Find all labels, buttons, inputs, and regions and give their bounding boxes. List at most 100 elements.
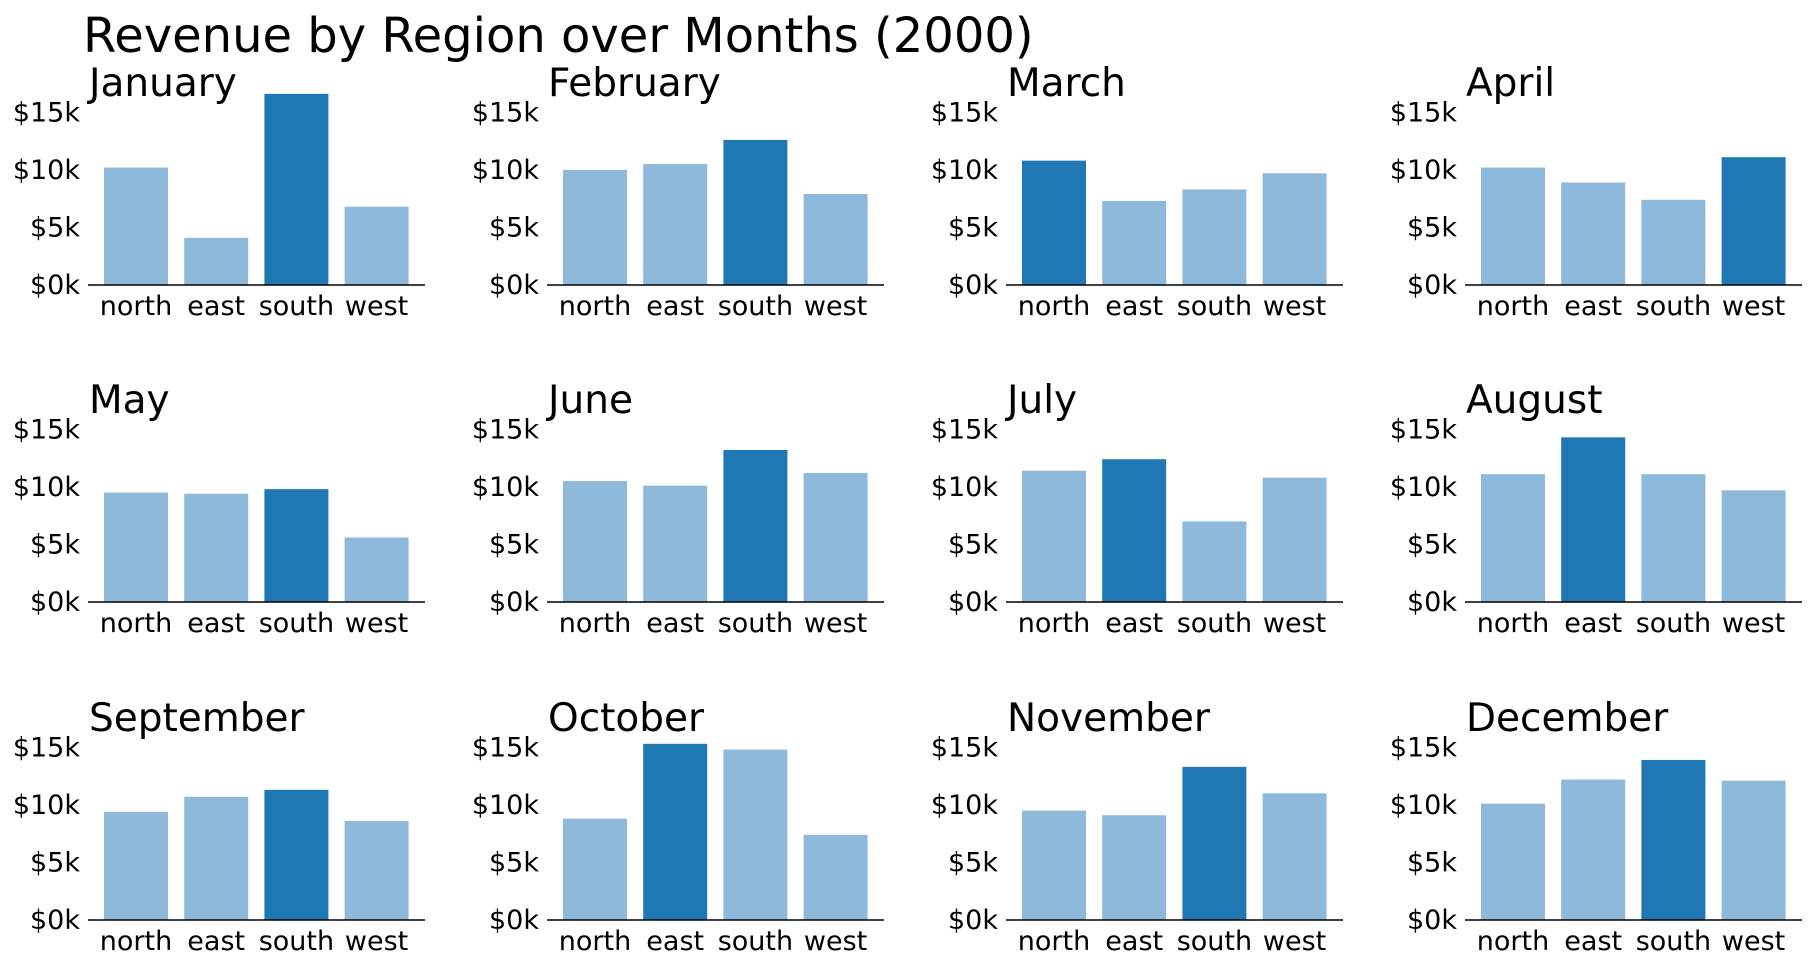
x-tick-label: south xyxy=(1636,291,1711,322)
bar-south xyxy=(264,93,329,286)
x-tick-label: west xyxy=(1263,291,1326,322)
y-tick-label: $5k xyxy=(30,529,80,560)
bar-north xyxy=(104,492,168,602)
panel-title: March xyxy=(1007,61,1126,106)
x-tick-label: north xyxy=(559,291,631,322)
y-tick-label: $0k xyxy=(948,905,998,936)
x-tick-label: north xyxy=(100,926,172,957)
y-tick-label: $10k xyxy=(472,155,540,186)
panel-august: August $0k $5k $10k $15k north east south west xyxy=(1390,378,1802,639)
bar-south xyxy=(1182,521,1247,602)
panel-january: January $0k $5k $10k $15k north east south west xyxy=(13,61,425,322)
bar-west xyxy=(344,206,409,285)
bar-west xyxy=(803,473,868,602)
y-tick-label: $0k xyxy=(948,270,998,301)
y-tick-label: $10k xyxy=(13,790,81,821)
x-tick-label: south xyxy=(259,608,334,639)
x-tick-label: north xyxy=(559,608,631,639)
bar-south xyxy=(264,489,329,602)
bar-west xyxy=(1721,157,1786,285)
x-tick-label: south xyxy=(1177,291,1252,322)
y-tick-label: $5k xyxy=(30,847,80,878)
bar-north xyxy=(563,169,627,285)
y-tick-label: $0k xyxy=(489,270,539,301)
x-tick-label: west xyxy=(345,291,408,322)
panel-title: January xyxy=(86,61,237,106)
bar-east xyxy=(184,796,249,920)
panel-may: May $0k $5k $10k $15k north east south west xyxy=(13,378,425,639)
y-tick-label: $15k xyxy=(1390,97,1458,128)
y-tick-label: $15k xyxy=(931,732,999,763)
y-tick-label: $5k xyxy=(489,847,539,878)
y-tick-label: $15k xyxy=(13,97,81,128)
bar-north xyxy=(1481,474,1545,602)
y-tick-label: $5k xyxy=(1407,847,1457,878)
x-tick-label: east xyxy=(187,291,245,322)
panel-october: October $0k $5k $10k $15k north east south west xyxy=(472,696,884,957)
bar-south xyxy=(1182,766,1247,920)
x-tick-label: south xyxy=(1636,608,1711,639)
y-tick-label: $10k xyxy=(931,790,999,821)
panel-title: December xyxy=(1466,696,1669,741)
x-tick-label: north xyxy=(100,608,172,639)
y-tick-label: $0k xyxy=(30,587,80,618)
y-tick-label: $5k xyxy=(948,529,998,560)
x-tick-label: west xyxy=(1722,608,1785,639)
y-tick-label: $15k xyxy=(931,414,999,445)
panel-title: September xyxy=(89,696,306,741)
x-tick-label: west xyxy=(1263,926,1326,957)
y-tick-label: $15k xyxy=(1390,414,1458,445)
x-tick-label: west xyxy=(804,291,867,322)
x-tick-label: south xyxy=(718,291,793,322)
bar-north xyxy=(1481,167,1545,285)
bar-east xyxy=(1561,779,1626,920)
panel-september: September $0k $5k $10k $15k north east south wes… xyxy=(13,696,425,957)
bar-north xyxy=(1022,160,1086,285)
bar-east xyxy=(643,743,708,920)
bar-east xyxy=(1102,815,1167,920)
x-tick-label: west xyxy=(1263,608,1326,639)
y-tick-label: $15k xyxy=(931,97,999,128)
panel-june: June $0k $5k $10k $15k north east south west xyxy=(472,378,884,639)
bar-south xyxy=(1641,474,1706,602)
y-tick-label: $5k xyxy=(1407,212,1457,243)
x-tick-label: north xyxy=(1018,608,1090,639)
y-tick-label: $15k xyxy=(1390,732,1458,763)
x-tick-label: east xyxy=(646,291,704,322)
x-tick-label: south xyxy=(1636,926,1711,957)
bar-west xyxy=(1262,173,1327,285)
panel-title: June xyxy=(545,378,633,423)
x-tick-label: north xyxy=(559,926,631,957)
x-tick-label: east xyxy=(646,608,704,639)
x-tick-label: west xyxy=(804,608,867,639)
y-tick-label: $5k xyxy=(30,212,80,243)
bar-west xyxy=(344,820,409,920)
x-tick-label: south xyxy=(259,926,334,957)
panel-march: March $0k $5k $10k $15k north east south west xyxy=(931,61,1343,322)
x-tick-label: east xyxy=(646,926,704,957)
bar-west xyxy=(1262,793,1327,920)
panel-title: February xyxy=(548,61,721,106)
y-tick-label: $10k xyxy=(931,155,999,186)
panel-november: November $0k $5k $10k $15k north east south west xyxy=(931,696,1343,957)
y-tick-label: $15k xyxy=(13,414,81,445)
y-tick-label: $0k xyxy=(489,587,539,618)
x-tick-label: east xyxy=(1105,608,1163,639)
y-tick-label: $5k xyxy=(1407,529,1457,560)
bar-east xyxy=(184,237,249,285)
x-tick-label: west xyxy=(804,926,867,957)
bar-north xyxy=(104,167,168,285)
bar-north xyxy=(1022,470,1086,602)
bar-east xyxy=(1102,200,1167,285)
x-tick-label: west xyxy=(345,926,408,957)
x-tick-label: east xyxy=(1105,926,1163,957)
y-tick-label: $10k xyxy=(13,155,81,186)
y-tick-label: $10k xyxy=(1390,472,1458,503)
y-tick-label: $15k xyxy=(472,97,540,128)
bar-north xyxy=(563,818,627,920)
bar-north xyxy=(104,811,168,920)
x-tick-label: east xyxy=(1564,926,1622,957)
bar-west xyxy=(803,194,868,285)
x-tick-label: north xyxy=(1477,291,1549,322)
